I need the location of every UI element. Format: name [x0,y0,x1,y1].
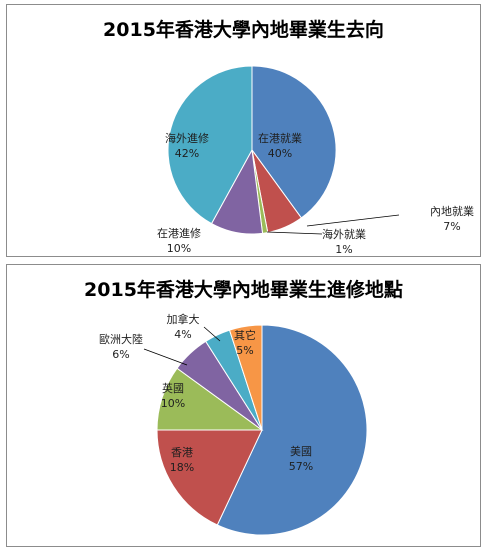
slice-label-5: 加拿大 [167,312,200,326]
slice-label-2: 香港 [171,446,193,459]
slice-label-4: 歐洲大陸 [99,332,143,346]
slice-value-label-4: 6% [112,348,129,361]
slice-label-2: 內地就業 [430,204,474,218]
slice-value-label-1: 40% [268,147,292,160]
pie-slice-6 [228,324,263,431]
leader-line-4 [143,348,188,366]
leader-line-2 [306,214,400,227]
slice-value-label-4: 10% [167,242,191,255]
slice-value-label-2: 7% [443,220,460,233]
slice-value-label-5: 42% [175,147,199,160]
slice-label-1: 在港就業 [258,131,302,145]
leader-line-5 [203,326,221,342]
slice-label-4: 在港進修 [157,226,201,240]
slice-label-5: 海外進修 [165,131,209,145]
slice-value-label-6: 5% [236,344,253,357]
slice-label-3: 海外就業 [322,227,366,241]
pie-slice-5 [167,65,253,225]
chart-title: 2015年香港大學內地畢業生進修地點 [84,279,403,301]
pie-slice-2 [156,429,263,526]
slice-value-label-3: 10% [161,397,185,410]
pie-chart-destinations: 在港就業 40% 內地就業 7% 海外就業 1% 在港進修 10% 海外進修 42% [157,65,474,256]
pie-chart-study-locations: 美國 57% 香港 18% 英國 10% 歐洲大陸 6% 加拿大 4% 其它 5% [99,312,368,536]
chart-panel-destinations: 2015年香港大學內地畢業生去向 在港就業 40% 內地就業 7% 海外就業 1% 在港進修… [6,4,481,257]
slice-value-label-1: 57% [289,460,313,473]
slice-value-label-2: 18% [170,461,194,474]
slice-label-6: 其它 [234,328,256,342]
pie-slice-1 [216,324,368,536]
pie-slice-1 [251,65,337,219]
slice-label-3: 英國 [162,381,184,395]
slice-label-1: 美國 [290,445,312,458]
leader-line-3 [266,231,323,235]
chart-title: 2015年香港大學內地畢業生去向 [103,19,384,41]
slice-value-label-5: 4% [174,328,191,341]
slice-value-label-3: 1% [335,243,352,256]
chart-panel-study-locations: 2015年香港大學內地畢業生進修地點 美國 57% 香港 18% 英國 10% 歐洲大陸 6%… [6,264,481,547]
